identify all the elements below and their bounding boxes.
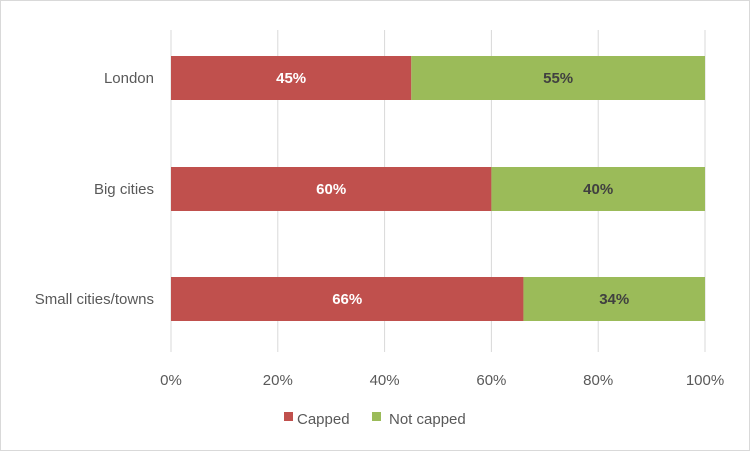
- data-label: 45%: [276, 70, 306, 87]
- category-label: Big cities: [94, 181, 154, 198]
- bars: 45% 55% 60% 40% 66% 34%: [171, 56, 705, 321]
- data-label: 34%: [599, 291, 629, 308]
- x-tick-labels: 0% 20% 40% 60% 80% 100%: [160, 372, 724, 389]
- bar-segment-capped: [171, 56, 412, 100]
- x-tick-label: 20%: [263, 372, 293, 389]
- x-tick-label: 40%: [370, 372, 400, 389]
- legend-label: Not capped: [389, 411, 466, 428]
- x-tick-label: 60%: [476, 372, 506, 389]
- category-labels: London Big cities Small cities/towns: [35, 70, 154, 308]
- legend-label: Capped: [297, 411, 350, 428]
- legend-swatch: [372, 412, 381, 421]
- data-label: 66%: [332, 291, 362, 308]
- category-label: London: [104, 70, 154, 87]
- data-label: 60%: [316, 181, 346, 198]
- data-label: 40%: [583, 181, 613, 198]
- legend-swatch: [284, 412, 293, 421]
- x-tick-label: 0%: [160, 372, 182, 389]
- bar-segment-not-capped: [491, 167, 705, 211]
- data-label: 55%: [543, 70, 573, 87]
- x-tick-label: 100%: [686, 372, 724, 389]
- bar-segment-capped: [171, 167, 492, 211]
- bar-segment-capped: [171, 277, 524, 321]
- bar-segment-not-capped: [523, 277, 705, 321]
- legend: Capped Not capped: [284, 411, 466, 428]
- bar-segment-not-capped: [411, 56, 705, 100]
- category-label: Small cities/towns: [35, 291, 154, 308]
- x-tick-label: 80%: [583, 372, 613, 389]
